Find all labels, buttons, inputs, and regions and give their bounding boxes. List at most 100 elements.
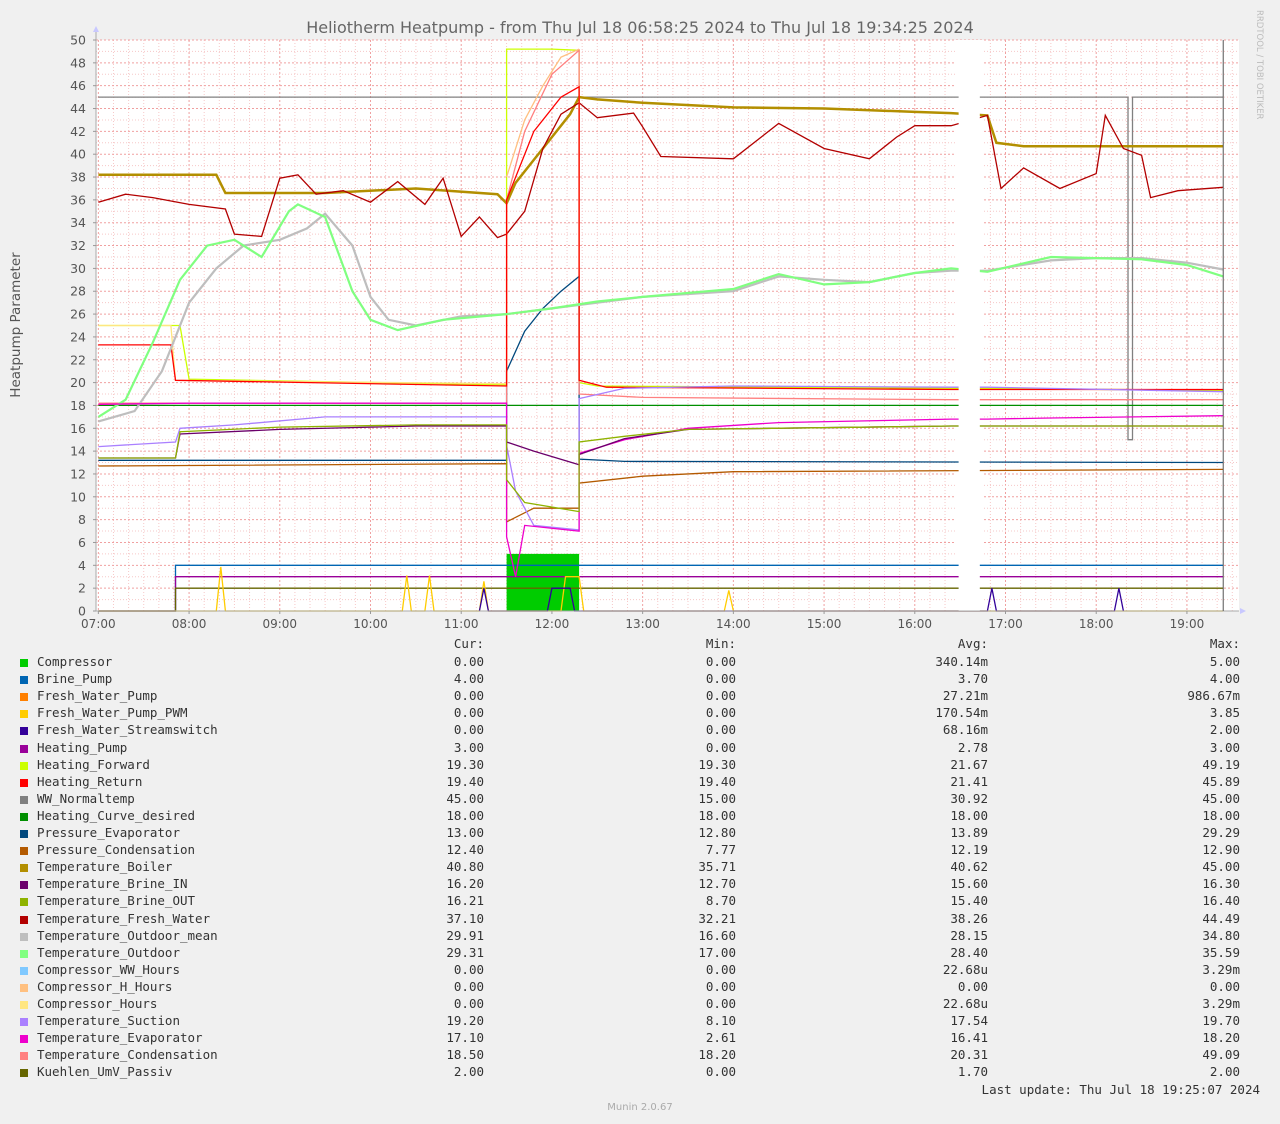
legend-value-avg: 1.70 — [957, 1064, 988, 1080]
legend-value-avg: 3.70 — [957, 671, 988, 687]
legend-row: Fresh_Water_Streamswitch 0.00 0.00 68.16m 2.… — [0, 722, 1280, 739]
x-tick-label: 13:00 — [625, 617, 660, 631]
legend-row: Compressor_WW_Hours 0.00 0.00 22.68u 3.29m — [0, 962, 1280, 979]
legend-swatch — [20, 983, 28, 992]
x-tick-label: 11:00 — [444, 617, 479, 631]
y-tick-label: 12 — [70, 466, 86, 481]
legend-row: Fresh_Water_Pump_PWM 0.00 0.00 170.54m 3.85 — [0, 705, 1280, 722]
x-tick-label: 07:00 — [81, 617, 116, 631]
y-tick-label: 46 — [70, 78, 86, 93]
legend-value-max: 19.70 — [1202, 1013, 1240, 1029]
legend-series-name: Compressor_H_Hours — [37, 978, 173, 994]
legend-value-min: 15.00 — [698, 790, 736, 806]
legend-series-name: Fresh_Water_Pump_PWM — [37, 705, 188, 721]
legend-series-name: WW_Normaltemp — [37, 790, 135, 806]
legend-value-avg: 40.62 — [950, 859, 988, 875]
legend-swatch — [20, 659, 28, 667]
legend-series-name: Temperature_Outdoor — [37, 944, 180, 960]
y-tick-label: 0 — [78, 604, 86, 619]
legend-value-max: 2.00 — [1209, 722, 1240, 738]
legend-value-min: 18.20 — [698, 1047, 736, 1063]
y-tick-label: 22 — [70, 352, 86, 367]
legend-series-name: Compressor_WW_Hours — [37, 961, 180, 977]
legend-series-name: Temperature_Condensation — [37, 1047, 218, 1063]
x-tick-label: 16:00 — [897, 617, 932, 631]
y-tick-label: 36 — [70, 192, 86, 207]
legend-value-cur: 12.40 — [446, 842, 484, 858]
legend-value-cur: 18.50 — [446, 1047, 484, 1063]
y-tick-label: 44 — [70, 101, 86, 116]
y-tick-label: 30 — [70, 261, 86, 276]
legend-value-cur: 0.00 — [453, 961, 484, 977]
legend-value-max: 986.67m — [1187, 688, 1240, 704]
y-tick-label: 14 — [70, 444, 86, 459]
legend-value-cur: 2.00 — [453, 1064, 484, 1080]
legend-row: Heating_Curve_desired 18.00 18.00 18.00 18.0… — [0, 808, 1280, 825]
x-tick-label: 17:00 — [988, 617, 1023, 631]
y-tick-label: 50 — [70, 33, 86, 48]
legend-value-min: 18.00 — [698, 807, 736, 823]
legend-swatch — [20, 693, 28, 702]
legend-row: Temperature_Suction 19.20 8.10 17.54 19.70 — [0, 1013, 1280, 1030]
legend-value-cur: 0.00 — [453, 705, 484, 721]
legend-swatch — [20, 966, 28, 975]
legend-value-max: 12.90 — [1202, 842, 1240, 858]
legend-value-cur: 4.00 — [453, 671, 484, 687]
legend-value-max: 45.00 — [1202, 859, 1240, 875]
legend-row: Compressor_Hours 0.00 0.00 22.68u 3.29m — [0, 996, 1280, 1013]
legend-row: Heating_Forward 19.30 19.30 21.67 49.19 — [0, 757, 1280, 774]
legend-row: Temperature_Brine_IN 16.20 12.70 15.60 16.30 — [0, 876, 1280, 893]
legend-row: Pressure_Evaporator 13.00 12.80 13.89 29.29 — [0, 825, 1280, 842]
x-tick-label: 15:00 — [807, 617, 842, 631]
legend-row: Temperature_Brine_OUT 16.21 8.70 15.40 16.40 — [0, 893, 1280, 910]
legend-value-min: 0.00 — [705, 722, 736, 738]
legend-series-name: Compressor_Hours — [37, 996, 158, 1011]
x-tick-label: 14:00 — [716, 617, 751, 631]
legend-header-avg: Avg: — [957, 636, 988, 651]
legend-series-name: Temperature_Boiler — [37, 859, 173, 875]
x-tick-label: 18:00 — [1079, 617, 1114, 631]
y-tick-label: 42 — [70, 124, 86, 139]
legend-value-cur: 0.00 — [453, 722, 484, 738]
legend-value-min: 19.40 — [698, 773, 736, 789]
legend-row: Temperature_Condensation 18.50 18.20 20.31 4… — [0, 1047, 1280, 1064]
legend-value-cur: 3.00 — [453, 739, 484, 755]
legend-series-name: Kuehlen_UmV_Passiv — [37, 1064, 173, 1080]
legend-value-cur: 19.30 — [446, 756, 484, 772]
legend-value-avg: 15.60 — [950, 876, 988, 892]
legend-row: Temperature_Boiler 40.80 35.71 40.62 45.00 — [0, 859, 1280, 876]
y-tick-label: 8 — [78, 512, 86, 527]
x-tick-label: 09:00 — [262, 617, 297, 631]
munin-footer: Munin 2.0.67 — [607, 1102, 673, 1113]
legend-swatch — [20, 744, 28, 753]
legend-value-avg: 13.89 — [950, 825, 988, 840]
y-tick-label: 20 — [70, 375, 86, 390]
legend-value-cur: 0.00 — [453, 996, 484, 1011]
legend-value-min: 7.77 — [705, 842, 736, 858]
x-tick-label: 10:00 — [353, 617, 388, 631]
x-tick-label: 12:00 — [535, 617, 570, 631]
legend-value-cur: 0.00 — [453, 654, 484, 669]
legend-value-cur: 16.21 — [446, 893, 484, 909]
legend-value-avg: 28.40 — [950, 944, 988, 960]
y-tick-label: 2 — [78, 581, 86, 596]
legend-row: Brine_Pump 4.00 0.00 3.70 4.00 — [0, 671, 1280, 688]
legend-swatch — [20, 795, 28, 804]
y-tick-label: 38 — [70, 170, 86, 185]
rrdtool-credit-text: RRDTOOL / TOBI OETIKER — [1254, 10, 1264, 120]
legend-value-max: 44.49 — [1202, 910, 1240, 926]
legend-value-min: 8.70 — [705, 893, 736, 909]
legend-value-avg: 0.00 — [957, 978, 988, 994]
legend-value-min: 0.00 — [705, 671, 736, 687]
series-Temperature_Outdoor-line — [97, 203, 1224, 418]
legend-series-name: Temperature_Evaporator — [37, 1030, 203, 1046]
legend-swatch — [20, 949, 28, 958]
legend-value-cur: 19.40 — [446, 773, 484, 789]
legend-header-max: Max: — [1209, 636, 1240, 651]
y-tick-label: 32 — [70, 238, 86, 253]
legend-value-avg: 18.00 — [950, 807, 988, 823]
legend-series-name: Heating_Forward — [37, 756, 150, 772]
legend-row: Temperature_Evaporator 17.10 2.61 16.41 18.2… — [0, 1030, 1280, 1047]
legend: Cur: Min: Avg: Max: Compressor 0.00 0.00 34… — [0, 636, 1280, 1096]
no-data-gap-mask — [958, 48, 980, 611]
